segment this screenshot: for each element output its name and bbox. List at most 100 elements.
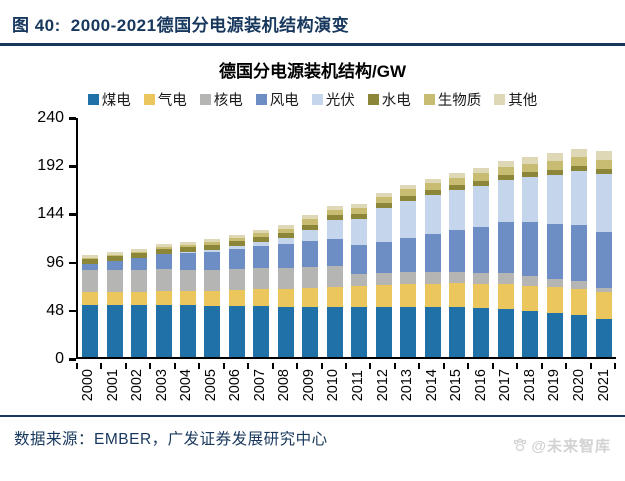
segment-wind-2015 bbox=[449, 229, 466, 272]
segment-coal-2010 bbox=[326, 306, 343, 357]
segment-gas-2014 bbox=[424, 283, 441, 307]
segment-coal-2019 bbox=[546, 312, 563, 357]
bar-slot-2013 bbox=[396, 118, 420, 357]
bar-slot-2021 bbox=[592, 118, 616, 357]
segment-coal-2000 bbox=[82, 304, 99, 357]
x-axis-ticks bbox=[76, 363, 616, 369]
x-tick-label-2008: 2008 bbox=[276, 369, 293, 402]
bar-slot-2014 bbox=[420, 118, 444, 357]
x-tick-mark bbox=[222, 363, 225, 369]
x-label-slot-2017: 2017 bbox=[493, 369, 518, 401]
legend-label-hydro: 水电 bbox=[381, 93, 411, 109]
x-tick-mark bbox=[296, 363, 299, 369]
segment-hydro-2019 bbox=[546, 170, 563, 176]
segment-other-2005 bbox=[204, 238, 221, 242]
x-tick-mark bbox=[344, 363, 347, 369]
legend-item-biomass: 生物质 bbox=[423, 89, 481, 110]
data-source-text: EMBER，广发证券发展研究中心 bbox=[94, 431, 328, 448]
y-tick-mark-192 bbox=[69, 165, 76, 168]
bar-slot-2017 bbox=[494, 118, 518, 357]
segment-wind-2010 bbox=[326, 238, 343, 266]
segment-solar-2019 bbox=[546, 175, 563, 225]
figure-label: 图 40: bbox=[12, 16, 61, 35]
bar-2000 bbox=[82, 254, 99, 357]
bar-2020 bbox=[571, 149, 588, 357]
segment-coal-2005 bbox=[204, 305, 221, 357]
legend-swatch-gas bbox=[143, 94, 155, 105]
bar-2014 bbox=[424, 179, 441, 357]
bar-slot-2018 bbox=[518, 118, 542, 357]
legend-swatch-solar bbox=[311, 94, 323, 105]
x-tick-mark bbox=[418, 363, 421, 369]
segment-wind-2011 bbox=[351, 244, 368, 274]
legend-swatch-hydro bbox=[367, 94, 379, 105]
segment-other-2007 bbox=[253, 229, 270, 233]
x-tick-label-2001: 2001 bbox=[104, 369, 121, 402]
segment-other-2010 bbox=[326, 206, 343, 211]
segment-coal-2015 bbox=[449, 306, 466, 357]
x-label-slot-2002: 2002 bbox=[125, 369, 150, 401]
segment-other-2019 bbox=[546, 153, 563, 162]
segment-gas-2002 bbox=[131, 291, 148, 305]
x-label-slot-2018: 2018 bbox=[518, 369, 543, 401]
x-label-slot-2016: 2016 bbox=[469, 369, 494, 401]
segment-gas-2013 bbox=[400, 283, 417, 307]
segment-hydro-2017 bbox=[497, 175, 514, 181]
segment-other-2003 bbox=[155, 243, 172, 247]
segment-other-2016 bbox=[473, 168, 490, 174]
segment-hydro-2021 bbox=[595, 169, 612, 175]
x-tick-label-2002: 2002 bbox=[129, 369, 146, 402]
segment-other-2006 bbox=[228, 234, 245, 238]
segment-hydro-2004 bbox=[180, 246, 197, 252]
y-tick-mark-0 bbox=[69, 358, 76, 361]
segment-nuclear-2013 bbox=[400, 271, 417, 284]
y-tick-label-96: 96 bbox=[46, 253, 64, 271]
chart-legend: 煤电 气电 核电 风电 光伏 水电 生物质 其他 bbox=[0, 89, 625, 110]
legend-label-other: 其他 bbox=[508, 93, 538, 109]
segment-gas-2000 bbox=[82, 291, 99, 305]
segment-nuclear-2003 bbox=[155, 268, 172, 291]
segment-wind-2020 bbox=[571, 225, 588, 281]
segment-gas-2019 bbox=[546, 286, 563, 313]
segment-solar-2012 bbox=[375, 208, 392, 242]
segment-hydro-2013 bbox=[400, 196, 417, 202]
segment-wind-2021 bbox=[595, 231, 612, 288]
segment-biomass-2019 bbox=[546, 161, 563, 171]
bar-slot-2010 bbox=[323, 118, 347, 357]
segment-hydro-2001 bbox=[106, 255, 123, 261]
segment-hydro-2005 bbox=[204, 244, 221, 250]
segment-solar-2014 bbox=[424, 195, 441, 234]
x-label-slot-2012: 2012 bbox=[371, 369, 396, 401]
segment-gas-2017 bbox=[497, 283, 514, 309]
x-label-slot-2010: 2010 bbox=[321, 369, 346, 401]
segment-nuclear-2012 bbox=[375, 272, 392, 285]
segment-gas-2007 bbox=[253, 288, 270, 306]
bar-slot-2008 bbox=[274, 118, 298, 357]
segment-hydro-2009 bbox=[302, 224, 319, 230]
bar-2019 bbox=[546, 153, 563, 357]
segment-nuclear-2000 bbox=[82, 269, 99, 292]
segment-wind-2017 bbox=[497, 222, 514, 273]
segment-gas-2011 bbox=[351, 285, 368, 307]
segment-solar-2017 bbox=[497, 180, 514, 223]
segment-biomass-2011 bbox=[351, 208, 368, 215]
x-tick-mark bbox=[124, 363, 127, 369]
bar-2012 bbox=[375, 193, 392, 357]
segment-coal-2002 bbox=[131, 304, 148, 357]
segment-biomass-2021 bbox=[595, 160, 612, 170]
segment-biomass-2009 bbox=[302, 219, 319, 225]
segment-other-2002 bbox=[131, 248, 148, 252]
segment-hydro-2007 bbox=[253, 236, 270, 242]
segment-gas-2001 bbox=[106, 291, 123, 305]
x-tick-label-2005: 2005 bbox=[202, 369, 219, 402]
segment-nuclear-2005 bbox=[204, 269, 221, 291]
segment-hydro-2015 bbox=[449, 185, 466, 191]
legend-item-nuclear: 核电 bbox=[199, 89, 243, 110]
stacked-bar-chart: 0 48 96 144 192 240 2000 2001 2002 2003 2004 2005 2… bbox=[0, 110, 625, 413]
segment-biomass-2000 bbox=[82, 257, 99, 259]
y-tick-label-48: 48 bbox=[46, 301, 64, 319]
segment-hydro-2002 bbox=[131, 252, 148, 258]
x-label-slot-2004: 2004 bbox=[174, 369, 199, 401]
x-tick-label-2014: 2014 bbox=[423, 369, 440, 402]
bar-slot-2011 bbox=[347, 118, 371, 357]
